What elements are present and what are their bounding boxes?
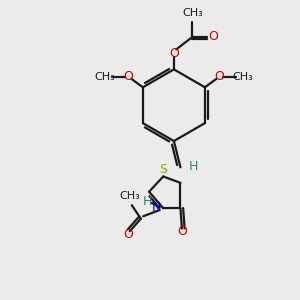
Text: CH₃: CH₃: [95, 72, 116, 82]
Text: N: N: [152, 201, 161, 214]
Text: O: O: [177, 225, 187, 238]
Text: S: S: [159, 164, 167, 176]
Text: O: O: [123, 228, 133, 241]
Text: O: O: [169, 47, 179, 60]
Text: O: O: [214, 70, 224, 83]
Text: O: O: [208, 30, 218, 43]
Text: CH₃: CH₃: [232, 72, 253, 82]
Text: CH₃: CH₃: [119, 191, 140, 201]
Text: CH₃: CH₃: [182, 8, 203, 18]
Text: H: H: [143, 195, 152, 208]
Text: H: H: [188, 160, 198, 173]
Text: O: O: [124, 70, 134, 83]
